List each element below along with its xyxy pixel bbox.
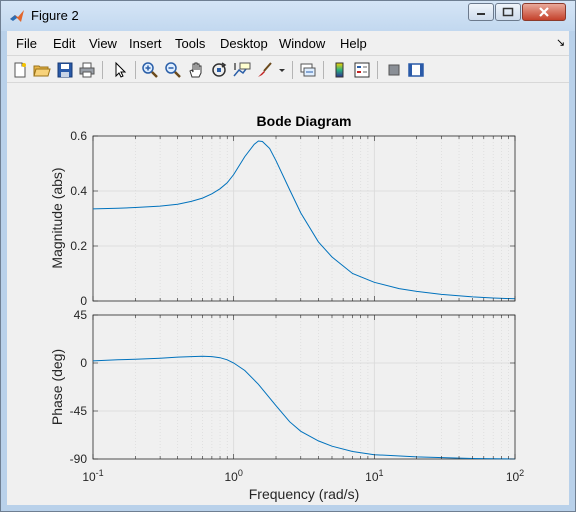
colorbar-icon[interactable] [331,61,349,79]
title-bar[interactable]: Figure 2 [1,1,575,31]
show-plot-tools-icon[interactable] [407,61,425,79]
figure-toolbar [7,55,569,83]
y-tick-label: 0.2 [70,239,87,253]
menu-file[interactable]: File [16,36,37,51]
pan-hand-icon[interactable] [187,61,205,79]
phase-grid [93,315,515,459]
plot-title: Bode Diagram [257,113,352,129]
toolbar-separator [292,61,293,79]
minimize-icon [477,13,485,15]
y-tick-label: 0.6 [70,129,87,143]
zoom-in-icon[interactable] [141,61,159,79]
bode-curves [92,140,516,460]
magnitude-y-label: Magnitude (abs) [49,167,65,268]
y-tick-label: -90 [70,452,88,466]
edit-plot-arrow-icon[interactable] [111,61,129,79]
data-cursor-icon[interactable] [233,61,251,79]
x-tick-label: 102 [506,468,524,484]
matlab-logo-icon [10,10,24,22]
y-tick-label: -45 [70,404,88,418]
phase-axes[interactable] [92,314,516,460]
menu-desktop[interactable]: Desktop [220,36,268,51]
close-icon [539,7,549,17]
y-tick-label: 0 [80,356,87,370]
menu-edit[interactable]: Edit [53,36,76,51]
magnitude-curve [92,140,516,300]
open-file-icon[interactable] [33,61,51,79]
minimize-button[interactable] [468,3,494,21]
close-button[interactable] [522,3,566,21]
print-icon[interactable] [78,61,96,79]
toolbar-separator [323,61,324,79]
maximize-button[interactable] [495,3,521,21]
y-tick-label: 0 [80,294,87,308]
toolbar-separator [377,61,378,79]
toolbar-separator [102,61,103,79]
menu-window[interactable]: Window [279,36,326,51]
figure-canvas[interactable]: 0.6 0.4 0.2 0 45 0 -45 -90 10-1 100 101 102 Bode Di… [7,83,569,505]
y-tick-label: 45 [74,308,88,322]
menu-bar: File Edit View Insert Tools Desktop Wind… [7,31,569,55]
x-axis-label: Frequency (rad/s) [249,486,359,502]
toolbar-separator [135,61,136,79]
save-icon[interactable] [56,61,74,79]
menu-view[interactable]: View [89,36,117,51]
phase-curve [92,355,516,460]
x-tick-label: 101 [365,468,383,484]
hide-plot-tools-icon[interactable] [385,61,403,79]
brush-icon[interactable] [256,61,274,79]
menu-tools[interactable]: Tools [175,36,206,51]
y-tick-label: 0.4 [70,184,87,198]
dock-arrow-icon[interactable]: ↘ [556,37,566,49]
zoom-out-icon[interactable] [164,61,182,79]
menu-help[interactable]: Help [340,36,367,51]
maximize-icon [502,7,514,17]
magnitude-axes[interactable] [92,135,516,302]
menu-insert[interactable]: Insert [129,36,162,51]
legend-icon[interactable] [353,61,371,79]
x-tick-label: 10-1 [82,468,103,484]
brush-dropdown-icon[interactable] [278,61,286,79]
x-tick-label: 100 [224,468,242,484]
phase-y-label: Phase (deg) [49,349,65,425]
rotate-3d-icon[interactable] [210,61,228,79]
window-title: Figure 2 [31,8,79,23]
magnitude-grid [93,136,515,301]
link-plot-icon[interactable] [299,61,317,79]
new-figure-icon[interactable] [11,61,29,79]
